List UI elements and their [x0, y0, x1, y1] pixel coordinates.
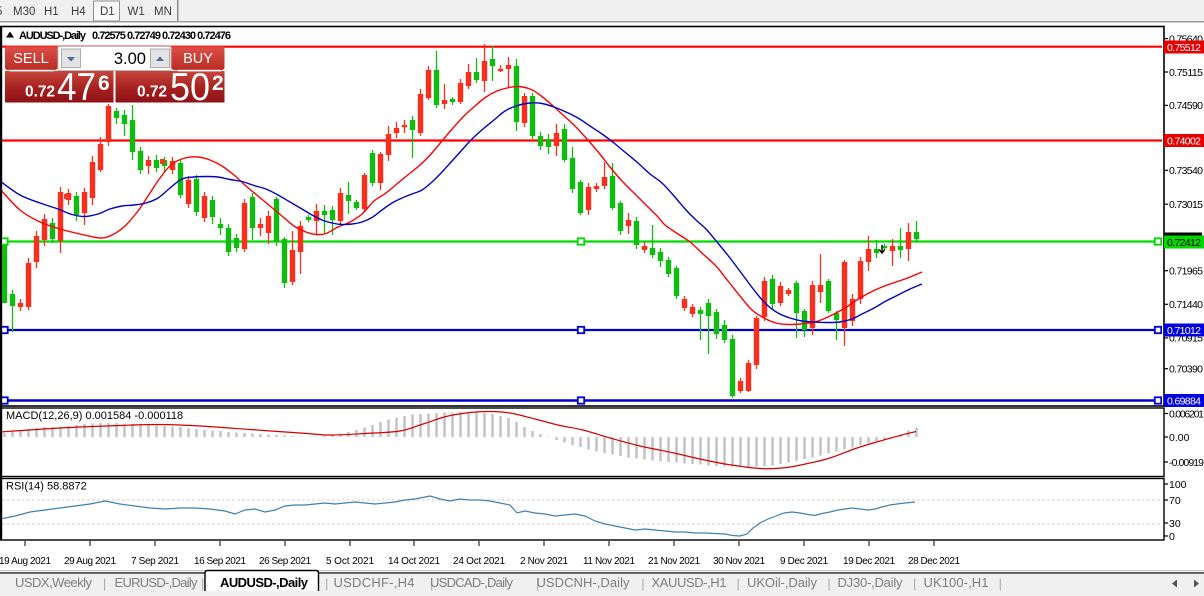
svg-text:24 Oct 2021: 24 Oct 2021 — [453, 556, 505, 567]
svg-text:19 Aug 2021: 19 Aug 2021 — [0, 556, 51, 567]
svg-text:0.75512: 0.75512 — [1167, 42, 1201, 54]
svg-text:26 Sep 2021: 26 Sep 2021 — [259, 556, 311, 567]
svg-text:0.006201: 0.006201 — [1169, 408, 1204, 420]
svg-text:0.69884: 0.69884 — [1167, 396, 1201, 408]
svg-text:0.75115: 0.75115 — [1169, 67, 1203, 79]
svg-text:SELL: SELL — [13, 51, 48, 67]
svg-text:19 Dec 2021: 19 Dec 2021 — [843, 556, 895, 567]
svg-text:M30: M30 — [13, 6, 35, 18]
svg-text:0.72: 0.72 — [137, 84, 167, 101]
svg-text:AUDUSD-,Daily: AUDUSD-,Daily — [220, 575, 309, 590]
svg-text:XAUUSD-,H1: XAUUSD-,H1 — [652, 575, 727, 590]
svg-text:USDCHF-,H4: USDCHF-,H4 — [334, 575, 415, 590]
svg-text:|: | — [201, 576, 204, 591]
svg-text:|: | — [913, 576, 916, 591]
svg-text:29 Aug 2021: 29 Aug 2021 — [64, 556, 116, 567]
svg-text:0.73540: 0.73540 — [1169, 165, 1203, 177]
svg-text:AUDUSD-,Daily: AUDUSD-,Daily — [19, 30, 87, 42]
svg-text:BUY: BUY — [183, 51, 213, 67]
svg-text:0.71440: 0.71440 — [1169, 299, 1203, 311]
svg-text:70: 70 — [1169, 495, 1181, 507]
svg-text:USDCNH-,Daily: USDCNH-,Daily — [537, 575, 631, 590]
svg-text:0.71965: 0.71965 — [1169, 266, 1203, 278]
svg-text:0.71012: 0.71012 — [1167, 325, 1201, 337]
svg-text:0.00: 0.00 — [1169, 432, 1190, 444]
svg-text:USDCAD-,Daily: USDCAD-,Daily — [430, 575, 514, 590]
svg-text:H1: H1 — [44, 6, 59, 18]
svg-text:0.72575 0.72749 0.72430 0.7247: 0.72575 0.72749 0.72430 0.72476 — [92, 30, 231, 42]
svg-text:7 Sep 2021: 7 Sep 2021 — [131, 556, 179, 567]
svg-text:9 Dec 2021: 9 Dec 2021 — [780, 556, 828, 567]
svg-text:RSI(14) 58.8872: RSI(14) 58.8872 — [6, 481, 87, 493]
svg-text:USDX,Weekly: USDX,Weekly — [15, 575, 93, 590]
svg-text:MACD(12,26,9) 0.001584 -0.0001: MACD(12,26,9) 0.001584 -0.000118 — [6, 410, 183, 422]
svg-text:UKOil-,Daily: UKOil-,Daily — [747, 575, 818, 590]
svg-text:11 Nov 2021: 11 Nov 2021 — [583, 556, 635, 567]
svg-text:|: | — [737, 576, 740, 591]
svg-text:0.73015: 0.73015 — [1169, 199, 1203, 211]
svg-text:0.72: 0.72 — [25, 84, 55, 101]
svg-text:30: 30 — [1169, 518, 1181, 530]
svg-text:H4: H4 — [71, 6, 86, 18]
svg-text:|: | — [999, 576, 1002, 591]
svg-text:0: 0 — [1169, 531, 1175, 543]
svg-text:|: | — [325, 576, 328, 591]
svg-text:47: 47 — [57, 66, 96, 109]
svg-text:0.74590: 0.74590 — [1169, 100, 1203, 112]
svg-text:14 Oct 2021: 14 Oct 2021 — [388, 556, 440, 567]
svg-text:|: | — [536, 576, 539, 591]
svg-text:0.74002: 0.74002 — [1167, 136, 1201, 148]
svg-text:6: 6 — [98, 72, 110, 95]
svg-text:21 Nov 2021: 21 Nov 2021 — [648, 556, 700, 567]
svg-text:UK100-,H1: UK100-,H1 — [924, 575, 989, 590]
svg-text:DJ30-,Daily: DJ30-,Daily — [838, 575, 904, 590]
svg-text:100: 100 — [1169, 479, 1187, 491]
svg-text:EURUSD-,Daily: EURUSD-,Daily — [115, 575, 199, 590]
svg-text:D1: D1 — [100, 6, 115, 18]
svg-text:28 Dec 2021: 28 Dec 2021 — [908, 556, 960, 567]
svg-text:30 Nov 2021: 30 Nov 2021 — [713, 556, 765, 567]
svg-text:MN: MN — [154, 6, 172, 18]
svg-text:-0.00919: -0.00919 — [1169, 457, 1204, 469]
svg-text:2: 2 — [212, 72, 224, 95]
svg-text:|: | — [103, 576, 106, 591]
svg-text:5 Oct 2021: 5 Oct 2021 — [326, 556, 374, 567]
svg-text:W1: W1 — [128, 6, 145, 18]
svg-text:|: | — [827, 576, 830, 591]
svg-text:2 Nov 2021: 2 Nov 2021 — [520, 556, 568, 567]
svg-text:5: 5 — [0, 6, 2, 18]
svg-text:|: | — [641, 576, 644, 591]
svg-text:0.70390: 0.70390 — [1169, 364, 1203, 376]
svg-text:|: | — [430, 576, 433, 591]
svg-text:3.00: 3.00 — [114, 50, 146, 68]
svg-text:0.72412: 0.72412 — [1167, 237, 1201, 249]
svg-text:50: 50 — [170, 66, 210, 109]
svg-text:16 Sep 2021: 16 Sep 2021 — [194, 556, 246, 567]
